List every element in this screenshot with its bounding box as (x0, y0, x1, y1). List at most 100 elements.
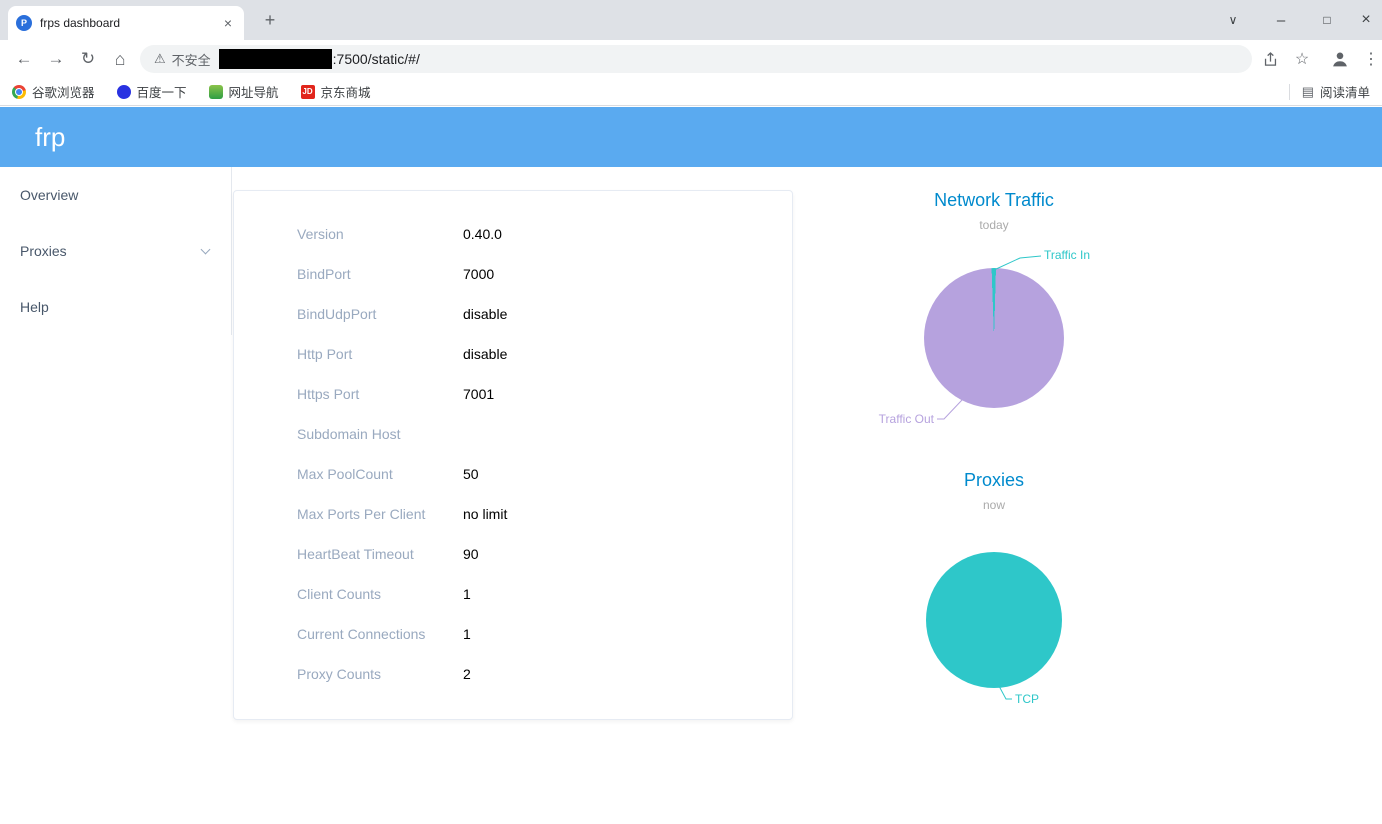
browser-tab[interactable]: P frps dashboard × (8, 6, 244, 40)
row-label: Http Port (297, 346, 353, 362)
not-secure-warning-icon: ⚠ (154, 51, 166, 66)
chart-subtitle: today (979, 218, 1009, 232)
row-value: 7000 (463, 266, 495, 282)
tab-close-icon[interactable]: × (223, 15, 232, 31)
row-value: 7001 (463, 386, 495, 402)
app-body: Overview Proxies Help Version 0.40.0 Bin… (0, 167, 1382, 824)
browser-menu-icon[interactable]: ⋮ (1363, 51, 1379, 68)
chart-title: Proxies (963, 470, 1025, 490)
slice-label-traffic-in: Traffic In (1044, 248, 1091, 262)
sidebar-menu: Overview Proxies Help (0, 167, 232, 335)
row-label: BindPort (297, 266, 351, 282)
row-value: 0.40.0 (463, 226, 502, 242)
slice-label-traffic-out: Traffic Out (878, 412, 934, 426)
reading-list-icon: ▤ (1301, 83, 1314, 99)
reload-button[interactable]: ↻ (80, 49, 96, 68)
chrome-favicon-icon (12, 84, 26, 99)
not-secure-label: 不安全 (171, 52, 211, 68)
row-label: Subdomain Host (297, 426, 401, 442)
slice-label-tcp: TCP (1015, 692, 1039, 706)
bookmark-label: 谷歌浏览器 (32, 86, 95, 100)
tab-strip: P frps dashboard × + ∨ – □ × (0, 0, 1382, 40)
app-header: frp (0, 107, 1382, 167)
forward-button[interactable]: → (47, 49, 65, 68)
proxies-pie[interactable] (926, 552, 1062, 688)
row-label: Proxy Counts (297, 666, 382, 682)
tab-search-chevron-icon[interactable]: ∨ (1228, 13, 1238, 27)
row-value: disable (463, 346, 508, 362)
sidebar-item-overview[interactable]: Overview (0, 167, 231, 223)
row-value: 1 (463, 586, 471, 602)
new-tab-button[interactable]: + (264, 9, 276, 30)
table-row: Version 0.40.0 (297, 214, 792, 254)
profile-avatar[interactable] (1326, 40, 1354, 78)
row-label: Version (297, 226, 344, 242)
bookmark-label: 网址导航 (228, 86, 279, 100)
table-row: Http Port disable (297, 334, 792, 374)
row-label: BindUdpPort (297, 306, 377, 322)
window-close-button[interactable]: × (1361, 11, 1371, 28)
sidebar-item-proxies[interactable]: Proxies (0, 223, 231, 279)
baidu-favicon-icon (116, 84, 131, 99)
row-value: 2 (463, 666, 471, 682)
bookmark-label: 百度一下 (136, 86, 187, 100)
app-brand: frp (35, 121, 66, 152)
reading-list-button[interactable]: ▤ 阅读清单 (1302, 82, 1370, 101)
table-row: BindPort 7000 (297, 254, 792, 294)
address-bar[interactable]: ⚠ 不安全 :7500/static/#/ (140, 45, 1252, 73)
chart-subtitle: now (982, 498, 1005, 512)
redacted-host (218, 49, 332, 69)
row-label: Client Counts (297, 586, 382, 602)
bookmark-chrome[interactable]: 谷歌浏览器 (12, 82, 95, 101)
table-row: Current Connections 1 (297, 614, 792, 654)
chevron-down-icon (200, 244, 211, 255)
row-label: Https Port (297, 386, 360, 402)
table-row: Subdomain Host (297, 414, 792, 454)
row-label: Max PoolCount (297, 466, 393, 482)
table-row: HeartBeat Timeout 90 (297, 534, 792, 574)
share-icon[interactable] (1258, 40, 1282, 78)
row-label: HeartBeat Timeout (297, 546, 414, 562)
proxies-chart: Proxies now TCP (794, 470, 1194, 730)
sidebar-item-help[interactable]: Help (0, 279, 231, 335)
bookmark-label: 京东商城 (320, 86, 371, 100)
sidebar-item-label: Proxies (20, 243, 67, 259)
server-info-card: Version 0.40.0 BindPort 7000 BindUdpPort… (233, 190, 793, 720)
row-value: 50 (463, 466, 479, 482)
tab-title: frps dashboard (40, 16, 121, 30)
table-row: BindUdpPort disable (297, 294, 792, 334)
bookmark-star-icon[interactable]: ☆ (1294, 51, 1310, 68)
window-minimize-button[interactable]: – (1276, 11, 1286, 29)
reading-list-label: 阅读清单 (1319, 86, 1370, 100)
row-value: 1 (463, 626, 471, 642)
row-value: 90 (463, 546, 479, 562)
url-path: :7500/static/#/ (332, 51, 420, 67)
sidebar-item-label: Help (20, 299, 49, 315)
jd-favicon-icon: JD (300, 84, 315, 99)
table-row: Client Counts 1 (297, 574, 792, 614)
bookmarks-bar: 谷歌浏览器 百度一下 网址导航 JD 京东商城 ▤ 阅读清单 (0, 78, 1382, 106)
row-label: Max Ports Per Client (297, 506, 426, 522)
browser-toolbar: ← → ↻ ⌂ ⚠ 不安全 :7500/static/#/ ☆ ⋮ (0, 40, 1382, 78)
bookmark-jd[interactable]: JD 京东商城 (300, 82, 371, 101)
site-nav-favicon-icon (208, 84, 223, 99)
bookmarks-divider (1288, 83, 1290, 100)
row-value: disable (463, 306, 508, 322)
table-row: Proxy Counts 2 (297, 654, 792, 694)
network-traffic-chart: Network Traffic today Traffic In Traffic… (794, 190, 1194, 470)
back-button[interactable]: ← (15, 49, 33, 68)
frps-dashboard-page: frp Overview Proxies Help Version (0, 107, 1382, 824)
row-value: no limit (463, 506, 508, 522)
traffic-pie[interactable] (924, 268, 1064, 408)
tab-favicon: P (16, 15, 32, 31)
chart-title: Network Traffic (934, 190, 1054, 210)
table-row: Max PoolCount 50 (297, 454, 792, 494)
table-row: Max Ports Per Client no limit (297, 494, 792, 534)
table-row: Https Port 7001 (297, 374, 792, 414)
bookmark-site-nav[interactable]: 网址导航 (208, 82, 279, 101)
home-button[interactable]: ⌂ (114, 48, 126, 69)
window-maximize-button[interactable]: □ (1323, 13, 1331, 27)
row-label: Current Connections (297, 626, 426, 642)
bookmark-baidu[interactable]: 百度一下 (116, 82, 187, 101)
